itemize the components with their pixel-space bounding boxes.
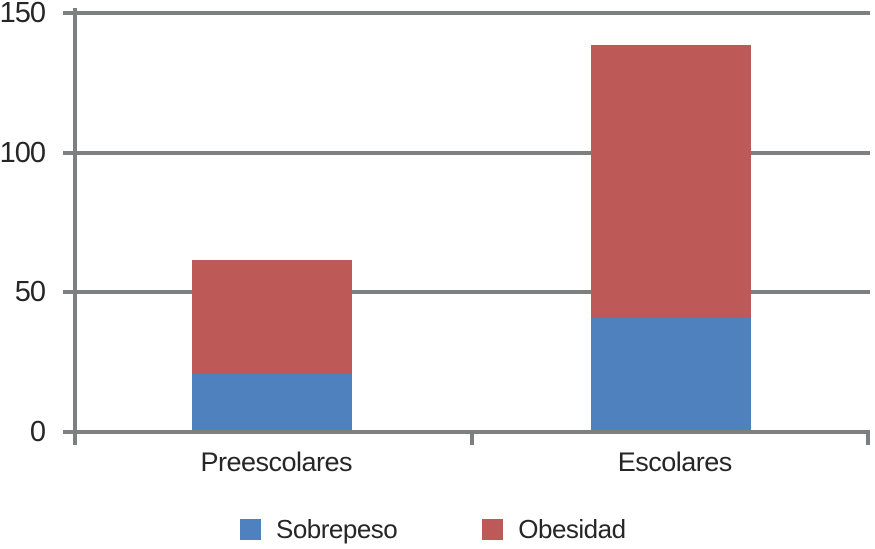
legend-label: Sobrepeso [276, 514, 398, 544]
x-axis-category-label: Preescolares [200, 447, 353, 477]
legend-swatch-obesidad [482, 518, 504, 540]
gridline [63, 150, 870, 155]
legend-swatch-sobrepeso [240, 518, 261, 540]
y-axis-line [73, 8, 77, 445]
legend-item-obesidad: Obesidad [482, 514, 626, 544]
legend: Sobrepeso Obesidad [240, 516, 626, 542]
bar-segment-sobrepeso-escolares [590, 318, 751, 430]
bar-segment-obesidad-escolares [590, 44, 751, 319]
bar-segment-obesidad-preescolares [192, 259, 353, 375]
gridline [63, 290, 870, 295]
legend-item-sobrepeso: Sobrepeso [240, 514, 398, 544]
y-axis-tick-label: 100 [0, 136, 46, 169]
bar-segment-sobrepeso-preescolares [192, 374, 353, 430]
x-axis-tick [469, 430, 474, 445]
gridline [63, 430, 870, 434]
x-axis-category-label: Escolares [617, 447, 733, 477]
y-axis-tick-label: 0 [29, 416, 46, 448]
y-axis-tick-label: 50 [14, 276, 46, 309]
x-axis-tick [866, 430, 870, 445]
y-axis-tick-label: 150 [0, 0, 46, 29]
gridline [63, 11, 870, 15]
legend-label: Obesidad [518, 514, 626, 544]
